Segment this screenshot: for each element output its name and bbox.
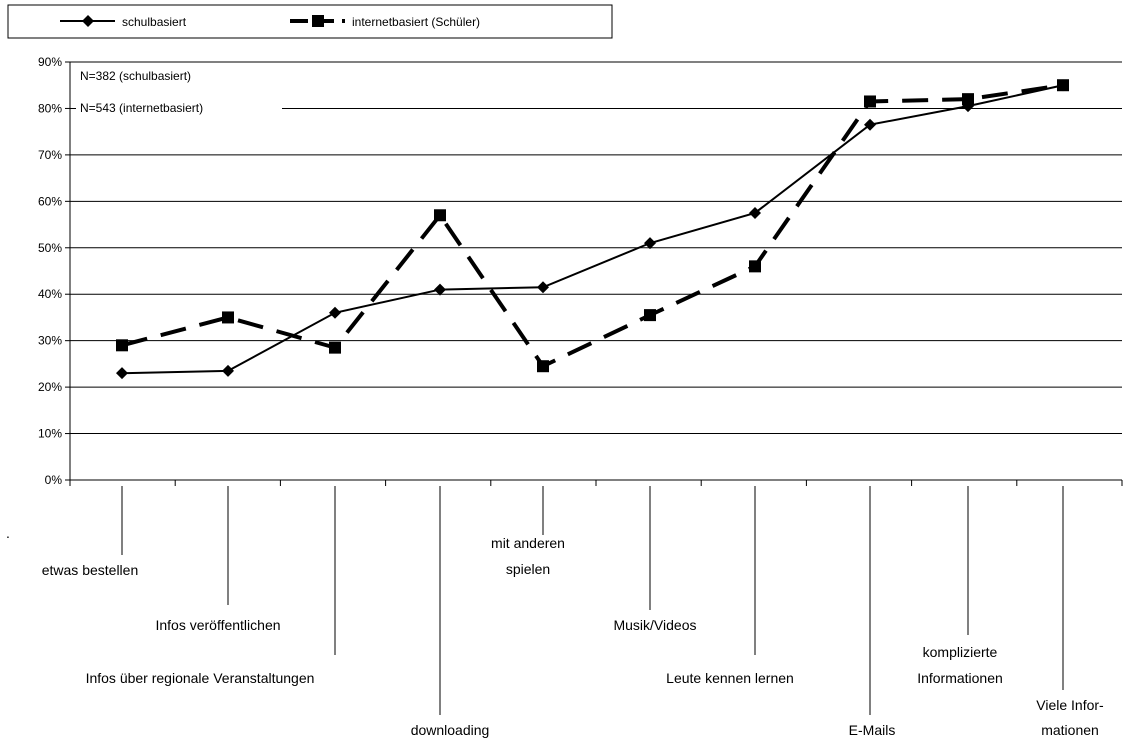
y-tick-label: 30% — [38, 334, 62, 348]
marker — [434, 283, 446, 296]
x-tick-label: etwas bestellen — [42, 562, 139, 578]
legend-label: schulbasiert — [122, 15, 187, 29]
marker — [222, 311, 234, 324]
y-tick-label: 0% — [45, 473, 63, 487]
series-line — [121, 84, 1064, 375]
marker — [434, 209, 446, 222]
marker — [116, 367, 128, 380]
marker — [864, 95, 876, 108]
y-tick-label: 50% — [38, 241, 62, 255]
marker — [537, 281, 549, 294]
x-tick-label: Infos über regionale Veranstaltungen — [86, 670, 315, 686]
y-tick-label: 90% — [38, 55, 62, 69]
annotation-bg — [76, 100, 282, 116]
x-tick-label: Viele Infor-mationen — [1036, 697, 1104, 738]
y-tick-label: 80% — [38, 101, 62, 115]
y-tick-label: 10% — [38, 427, 62, 441]
marker — [82, 15, 94, 27]
marker — [644, 237, 656, 250]
annotation: N=543 (internetbasiert) — [80, 101, 203, 115]
marker — [962, 93, 974, 106]
marker — [312, 15, 324, 27]
x-tick-label: Musik/Videos — [613, 617, 696, 633]
legend-label: internetbasiert (Schüler) — [352, 15, 480, 29]
x-tick-label: mit anderen spielen — [491, 535, 565, 577]
x-tick-label: Infos veröffentlichen — [155, 617, 280, 633]
y-tick-label: 40% — [38, 287, 62, 301]
annotation: N=382 (schulbasiert) — [80, 69, 191, 83]
marker — [329, 341, 341, 354]
y-tick-label: 60% — [38, 194, 62, 208]
marker — [329, 306, 341, 319]
y-tick-label: 70% — [38, 148, 62, 162]
marker — [222, 364, 234, 377]
series-line — [121, 83, 1064, 369]
marker — [644, 309, 656, 322]
marker — [749, 260, 761, 273]
marker — [749, 206, 761, 219]
x-tick-label: E-Mails — [849, 722, 896, 738]
x-tick-label: komplizierte Informationen — [917, 644, 1003, 686]
marker — [537, 360, 549, 373]
marker — [864, 118, 876, 131]
x-tick-label: downloading — [411, 722, 490, 738]
x-tick-label: Leute kennen lernen — [666, 670, 794, 686]
y-tick-label: 20% — [38, 380, 62, 394]
marker — [116, 339, 128, 352]
footnote: . — [6, 525, 10, 541]
marker — [1057, 79, 1069, 92]
